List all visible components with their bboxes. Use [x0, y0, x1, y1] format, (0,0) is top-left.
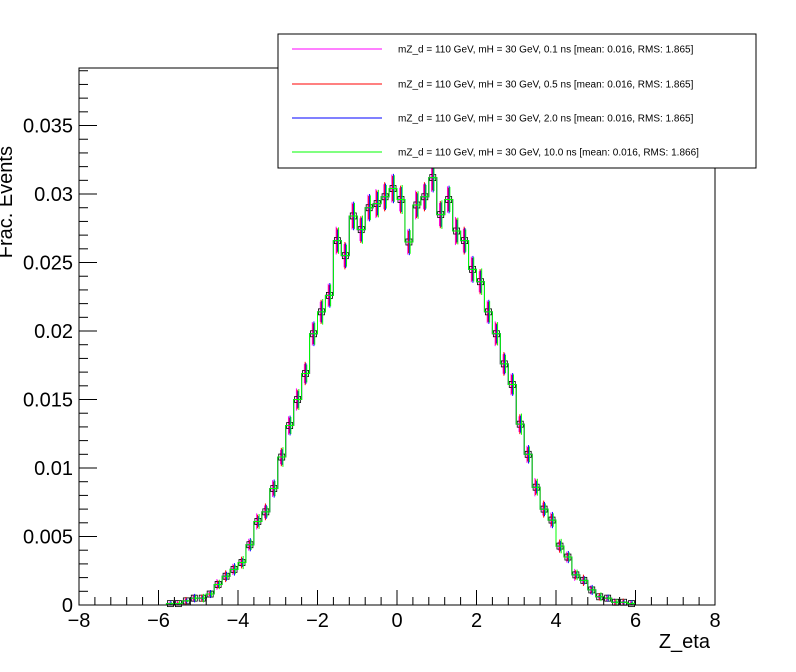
y-tick-label: 0.03 — [34, 184, 73, 206]
y-tick-label: 0.015 — [23, 390, 73, 412]
x-tick-label: −4 — [227, 610, 250, 632]
x-axis: −8 −6 −4 −2 0 2 4 6 8 — [68, 590, 721, 632]
series-step-line — [79, 177, 715, 606]
legend: mZ_d = 110 GeV, mH = 30 GeV, 0.1 ns [mea… — [277, 33, 757, 169]
x-axis-title: Z_eta — [659, 631, 711, 653]
series-layer — [79, 162, 715, 608]
legend-label-0: mZ_d = 110 GeV, mH = 30 GeV, 0.1 ns [mea… — [398, 45, 694, 56]
x-tick-label: −6 — [147, 610, 170, 632]
legend-label-3: mZ_d = 110 GeV, mH = 30 GeV, 10.0 ns [me… — [398, 148, 699, 159]
legend-label-1: mZ_d = 110 GeV, mH = 30 GeV, 0.5 ns [mea… — [398, 80, 694, 91]
y-tick-label: 0 — [62, 595, 73, 617]
y-tick-label: 0.005 — [23, 527, 73, 549]
x-tick-label: −8 — [68, 610, 91, 632]
series-3 — [79, 164, 715, 606]
y-axis-title: Frac. Events — [0, 146, 17, 258]
x-tick-label: 6 — [630, 610, 641, 632]
legend-label-2: mZ_d = 110 GeV, mH = 30 GeV, 2.0 ns [mea… — [398, 114, 694, 125]
y-tick-label: 0.025 — [23, 253, 73, 275]
x-tick-label: 4 — [550, 610, 561, 632]
x-tick-label: −2 — [306, 610, 329, 632]
x-tick-label: 8 — [709, 610, 720, 632]
y-axis: 0 0.005 0.01 0.015 0.02 0.025 0.03 0.035 — [23, 70, 97, 617]
y-tick-label: 0.02 — [34, 321, 73, 343]
y-tick-label: 0.035 — [23, 116, 73, 138]
y-tick-label: 0.01 — [34, 458, 73, 480]
x-tick-label: 2 — [471, 610, 482, 632]
legend-box — [277, 33, 757, 169]
x-tick-label: 0 — [391, 610, 402, 632]
